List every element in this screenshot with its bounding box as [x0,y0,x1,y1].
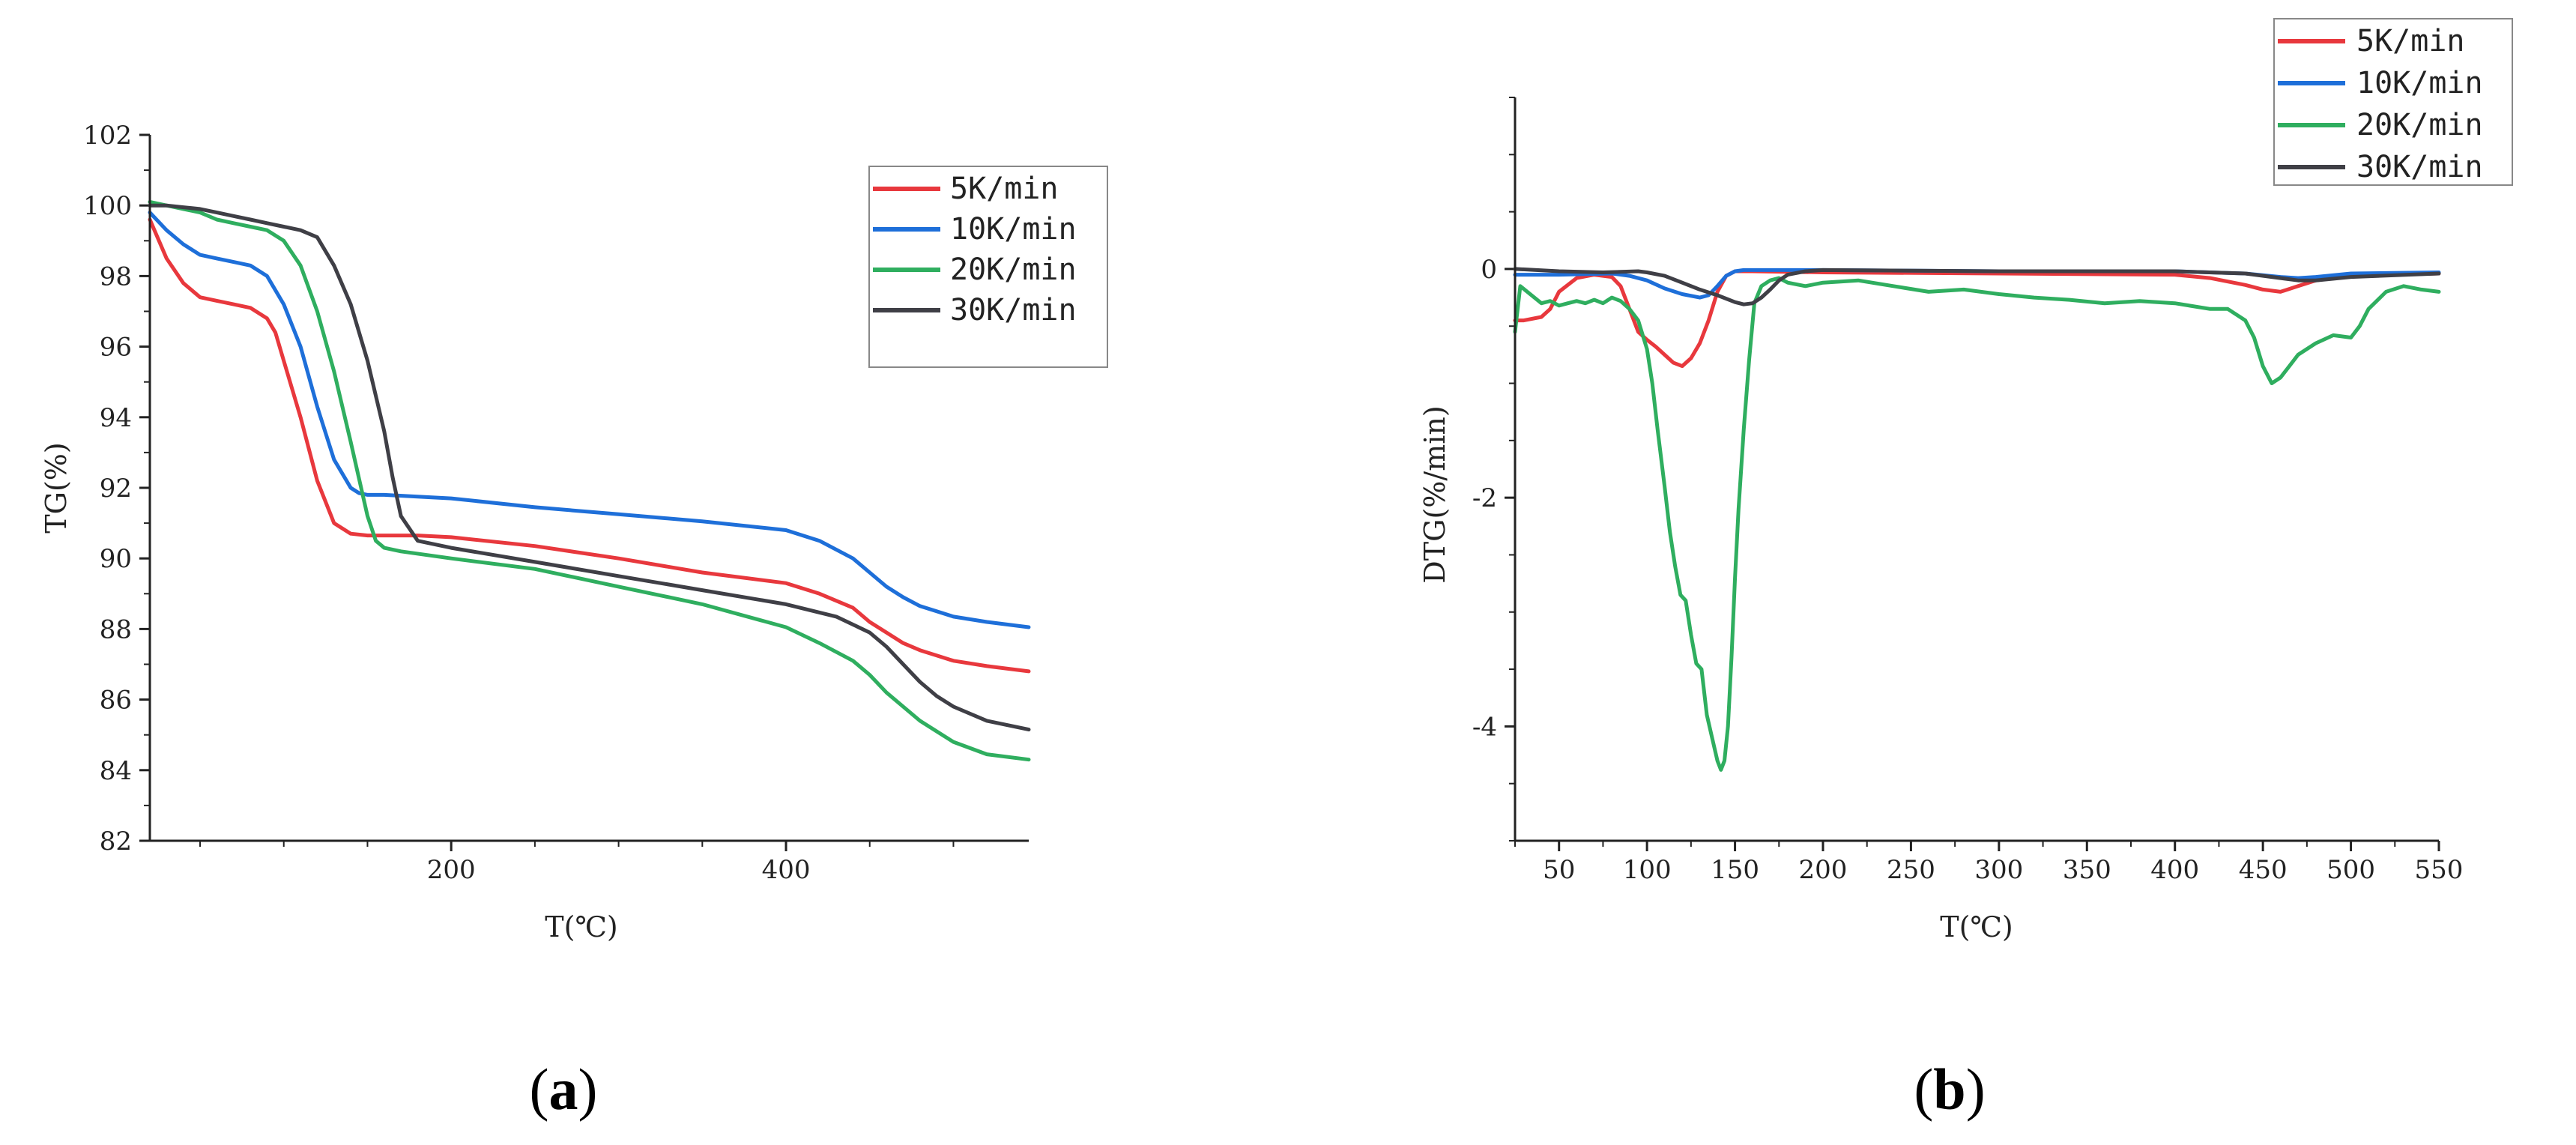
dtg-y-axis-title: DTG(%/min) [1418,405,1451,583]
dtg-series-20k [1513,276,2441,772]
dtg-x-tick-label: 350 [2063,855,2111,885]
tg-y-tick-label: 82 [100,827,132,857]
panel-label-b: (b) [1914,1057,1985,1122]
dtg-legend-label-5k: 5K/min [2356,24,2465,58]
tg-legend-entry-20k: 20K/min [873,253,1077,287]
dtg-series-30k [1513,267,2441,306]
dtg-x-tick-label: 150 [1711,855,1759,885]
dtg-legend-entry-10k: 10K/min [2278,66,2483,100]
tg-axis-ticks: 200 400 82 84 86 88 90 92 94 96 98 100 102 [83,121,955,885]
dtg-x-tick-label: 50 [1543,855,1575,885]
tg-y-tick-label: 84 [100,756,132,786]
tg-legend-label-20k: 20K/min [950,253,1077,287]
panel-label-a: (a) [530,1057,598,1122]
tg-y-tick-label: 100 [83,191,132,221]
tg-legend-entry-5k: 5K/min [873,172,1059,206]
tg-y-tick-label: 96 [100,333,132,363]
tg-x-axis-title: T(℃) [545,910,618,943]
tg-legend-label-5k: 5K/min [950,172,1059,206]
dtg-x-tick-label: 450 [2239,855,2288,885]
tg-y-tick-label: 98 [100,262,132,291]
dtg-x-tick-label: 250 [1887,855,1935,885]
dtg-y-tick-label: -2 [1472,483,1497,513]
dtg-x-tick-label: 100 [1623,855,1672,885]
dtg-legend-entry-20k: 20K/min [2278,108,2483,142]
dtg-x-axis-title: T(℃) [1940,910,2013,943]
tg-y-axis-title: TG(%) [40,442,73,533]
dtg-series-5k [1513,269,2441,369]
tg-series-10k [148,211,1031,629]
dtg-legend-label-30k: 30K/min [2356,150,2483,184]
tg-legend-label-30k: 30K/min [950,293,1077,327]
dtg-legend-entry-30k: 30K/min [2278,150,2483,184]
tg-series-5k [148,217,1031,674]
tg-y-tick-label: 102 [83,121,132,151]
dtg-x-tick-label: 400 [2150,855,2199,885]
dtg-legend-entry-5k: 5K/min [2278,24,2465,58]
tg-series-30k [148,203,1031,732]
tg-legend: 5K/min 10K/min 20K/min 30K/min [868,166,1108,368]
dtg-y-tick-label: 0 [1481,255,1497,285]
dtg-x-tick-label: 200 [1799,855,1848,885]
tg-series-20k [148,200,1031,762]
tg-y-tick-label: 90 [100,544,132,574]
dtg-series-lines [1513,267,2441,772]
dtg-legend-box [2273,18,2513,186]
tg-chart: 200 400 82 84 86 88 90 92 94 96 98 100 102 T(℃) TG(%… [40,121,1108,943]
tg-y-tick-label: 86 [100,686,132,716]
tg-series-lines [148,200,1031,762]
tg-y-tick-label: 88 [100,614,132,644]
tg-legend-entry-30k: 30K/min [873,293,1077,327]
dtg-axis-ticks: 50 100 150 200 250 300 350 400 450 500 550 -4 -2 0 [1472,97,2464,885]
panel-label-b-letter: b [1933,1057,1965,1122]
tg-x-tick-label: 200 [427,855,476,885]
dtg-legend-label-20k: 20K/min [2356,108,2483,142]
dtg-legend-label-10k: 10K/min [2356,66,2483,100]
dtg-x-tick-label: 300 [1974,855,2023,885]
tg-y-tick-label: 94 [100,403,132,433]
tg-legend-box [868,166,1108,368]
dtg-x-tick-label: 500 [2326,855,2375,885]
dtg-y-tick-label: -4 [1472,712,1497,742]
dtg-chart: 50 100 150 200 250 300 350 400 450 500 550 -4 -2 0 T(… [1418,18,2513,943]
tg-legend-label-10k: 10K/min [950,212,1077,247]
tg-y-tick-label: 92 [100,474,132,504]
dtg-x-tick-label: 550 [2415,855,2464,885]
tg-legend-entry-10k: 10K/min [873,212,1077,247]
dtg-legend: 5K/min 10K/min 20K/min 30K/min [2273,18,2513,186]
panel-label-a-letter: a [549,1057,578,1122]
tg-x-tick-label: 400 [762,855,811,885]
